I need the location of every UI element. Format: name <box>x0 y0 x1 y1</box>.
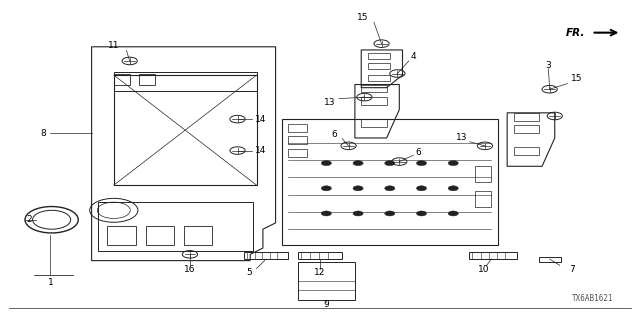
Text: 11: 11 <box>108 41 120 50</box>
Bar <box>367 62 390 69</box>
Bar <box>469 252 516 259</box>
Circle shape <box>321 211 332 216</box>
Bar <box>288 124 307 132</box>
Text: TX6AB1621: TX6AB1621 <box>572 294 614 303</box>
Text: 16: 16 <box>184 265 196 274</box>
Bar <box>114 75 257 185</box>
Bar <box>184 226 212 245</box>
Text: 3: 3 <box>545 60 551 69</box>
Text: 6: 6 <box>331 130 337 139</box>
Bar <box>513 125 539 133</box>
Bar <box>513 113 539 121</box>
Text: 13: 13 <box>324 98 335 107</box>
Bar <box>361 119 387 127</box>
Text: 10: 10 <box>478 265 490 274</box>
Circle shape <box>385 186 395 191</box>
Text: 1: 1 <box>47 278 53 287</box>
Circle shape <box>417 186 427 191</box>
Bar <box>513 148 539 155</box>
Text: 14: 14 <box>255 146 267 155</box>
Bar <box>114 72 257 91</box>
Text: 7: 7 <box>569 265 575 274</box>
Text: 4: 4 <box>410 52 416 61</box>
Bar <box>288 149 307 157</box>
Bar <box>298 252 342 259</box>
Bar <box>282 119 498 245</box>
Bar <box>361 97 387 105</box>
Circle shape <box>353 161 363 166</box>
Text: 14: 14 <box>255 115 267 124</box>
Circle shape <box>385 211 395 216</box>
Bar <box>288 136 307 144</box>
Bar <box>139 74 155 84</box>
Bar <box>244 252 288 259</box>
Bar <box>145 226 174 245</box>
Circle shape <box>321 161 332 166</box>
Text: 15: 15 <box>357 13 369 22</box>
Bar <box>114 74 130 84</box>
Circle shape <box>448 211 458 216</box>
Circle shape <box>448 161 458 166</box>
Circle shape <box>353 186 363 191</box>
Text: 2: 2 <box>27 215 32 224</box>
Text: 8: 8 <box>40 129 46 138</box>
Bar <box>367 75 390 81</box>
Circle shape <box>448 186 458 191</box>
Circle shape <box>417 211 427 216</box>
Circle shape <box>417 161 427 166</box>
Bar <box>539 258 561 262</box>
Text: 15: 15 <box>571 74 582 84</box>
Bar <box>476 191 492 207</box>
Text: 12: 12 <box>314 268 326 277</box>
Text: 6: 6 <box>415 148 421 156</box>
Circle shape <box>353 211 363 216</box>
Text: 5: 5 <box>246 268 252 277</box>
Bar <box>98 203 253 251</box>
Text: FR.: FR. <box>566 28 585 38</box>
Bar <box>108 226 136 245</box>
Circle shape <box>385 161 395 166</box>
Bar <box>298 262 355 300</box>
Circle shape <box>321 186 332 191</box>
Bar <box>361 84 387 92</box>
Text: 9: 9 <box>323 300 329 309</box>
Bar <box>367 53 390 60</box>
Text: 13: 13 <box>456 133 467 142</box>
Bar <box>476 166 492 182</box>
